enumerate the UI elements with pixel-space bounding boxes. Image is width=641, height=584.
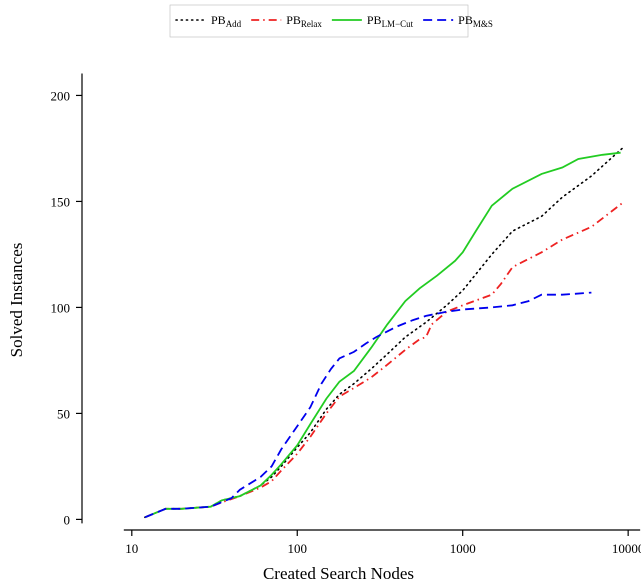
y-tick-label: 0 (64, 512, 71, 527)
legend-label: PBM&S (458, 13, 493, 29)
legend-label: PBRelax (286, 13, 322, 29)
legend-label: PBLM−Cut (367, 13, 414, 29)
x-tick-label: 1000 (450, 541, 476, 556)
legend-box (169, 4, 469, 38)
x-tick-label: 10 (125, 541, 138, 556)
legend-label: PBAdd (211, 13, 242, 29)
x-tick-label: 100 (288, 541, 308, 556)
y-tick-label: 200 (51, 88, 71, 103)
y-axis-title: Solved Instances (7, 243, 26, 358)
plot-area (144, 145, 626, 519)
series-line-lm-cut (144, 151, 621, 519)
y-tick-label: 50 (57, 406, 70, 421)
x-axis-title: Created Search Nodes (263, 564, 414, 583)
y-tick-label: 150 (51, 194, 71, 209)
y-ticks: 0 50 100 150 200 (51, 88, 82, 527)
y-tick-label: 100 (51, 300, 71, 315)
series-line-relax (144, 200, 626, 519)
legend: PBAdd PBRelax PBLM−Cut PBM&S (169, 4, 493, 38)
series-line-m-s (144, 291, 592, 519)
